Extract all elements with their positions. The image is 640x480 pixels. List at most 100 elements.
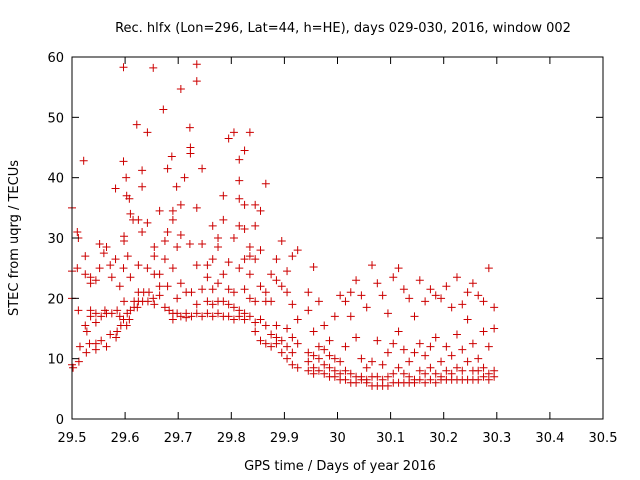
data-point (479, 327, 488, 336)
data-point (378, 360, 387, 369)
data-point (91, 309, 100, 318)
data-point (182, 313, 191, 322)
data-point (272, 339, 281, 348)
data-point (176, 279, 185, 288)
data-point (378, 291, 387, 300)
y-tick-label: 50 (47, 111, 64, 126)
data-point (341, 342, 350, 351)
data-point (283, 288, 292, 297)
data-point (81, 252, 90, 261)
data-point (138, 182, 147, 191)
data-point (214, 279, 223, 288)
y-tick-label: 40 (47, 172, 64, 187)
data-point (490, 303, 499, 312)
data-point (352, 333, 361, 342)
data-point (245, 252, 254, 261)
data-point (81, 321, 90, 330)
data-point (245, 294, 254, 303)
data-point (198, 164, 207, 173)
data-point (346, 369, 355, 378)
data-point (82, 348, 91, 357)
data-point (240, 146, 249, 155)
data-point (95, 240, 104, 249)
data-point (203, 273, 212, 282)
data-point (490, 372, 499, 381)
data-point (235, 312, 244, 321)
data-point (468, 339, 477, 348)
data-point (458, 300, 467, 309)
data-point (261, 288, 270, 297)
data-point (261, 339, 270, 348)
data-point (198, 285, 207, 294)
data-point (251, 318, 260, 327)
data-point (143, 297, 152, 306)
data-point (240, 285, 249, 294)
y-tick-label: 30 (47, 232, 64, 247)
data-point (251, 200, 260, 209)
data-point (160, 255, 169, 264)
data-point (479, 297, 488, 306)
data-point (186, 149, 195, 158)
data-point (256, 336, 265, 345)
data-point (75, 342, 84, 351)
data-point (389, 369, 398, 378)
data-point (474, 366, 483, 375)
data-point (415, 276, 424, 285)
data-point (107, 273, 116, 282)
data-point (277, 237, 286, 246)
data-point (277, 336, 286, 345)
data-point (293, 363, 302, 372)
data-point (112, 333, 121, 342)
data-point (192, 77, 201, 86)
data-point (168, 315, 177, 324)
data-point (272, 255, 281, 264)
data-point (421, 351, 430, 360)
data-point (373, 279, 382, 288)
data-point (288, 333, 297, 342)
data-point (203, 297, 212, 306)
data-point (463, 357, 472, 366)
data-point (229, 128, 238, 137)
data-point (346, 288, 355, 297)
data-point (437, 294, 446, 303)
data-point (474, 354, 483, 363)
data-point (214, 234, 223, 242)
data-point (203, 261, 212, 270)
data-point (474, 291, 483, 300)
data-point (106, 330, 115, 339)
data-point (119, 157, 128, 166)
data-point (267, 270, 276, 279)
data-point (410, 378, 419, 387)
data-point (176, 84, 185, 93)
data-point (463, 315, 472, 324)
data-point (224, 300, 233, 309)
data-point (479, 363, 488, 372)
data-point (368, 357, 377, 366)
data-point (119, 63, 128, 72)
data-point (97, 312, 106, 321)
data-point (126, 273, 135, 282)
x-tick-label: 29.6 (111, 431, 140, 446)
data-point (208, 221, 217, 230)
data-point (452, 363, 461, 372)
data-point (309, 327, 318, 336)
data-point (150, 300, 159, 309)
data-point (192, 60, 201, 69)
x-tick-label: 30 (329, 431, 346, 446)
data-point (176, 200, 185, 209)
data-point (138, 166, 147, 175)
data-point (229, 303, 238, 312)
data-point (357, 291, 366, 300)
data-point (219, 297, 228, 306)
data-point (256, 282, 265, 291)
data-point (309, 351, 318, 360)
data-point (122, 321, 131, 330)
y-tick-label: 20 (47, 292, 64, 307)
data-point (468, 279, 477, 288)
data-point (394, 327, 403, 336)
x-tick-label: 30.1 (376, 431, 405, 446)
data-point (410, 348, 419, 357)
data-point (91, 318, 100, 327)
data-point (330, 372, 339, 381)
data-point (426, 363, 435, 372)
